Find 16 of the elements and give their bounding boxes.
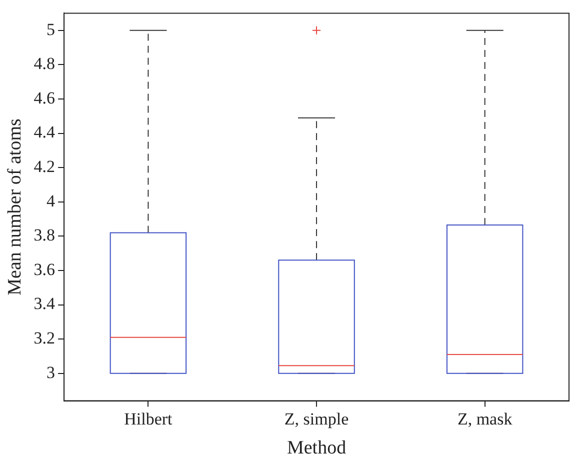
y-tick-label: 4.2 (34, 157, 56, 176)
y-tick-label: 3.8 (34, 226, 56, 245)
x-axis-title: Method (286, 438, 347, 459)
y-tick-label: 3.4 (34, 294, 56, 314)
x-tick-label: Z, simple (284, 409, 349, 428)
y-tick-label: 4.4 (34, 122, 56, 142)
y-tick-label: 3 (46, 362, 56, 382)
y-tick-label: 4.8 (34, 54, 56, 74)
x-tick-label: Hilbert (124, 409, 173, 428)
y-tick-label: 3.2 (34, 328, 56, 348)
x-tick-label: Z, mask (457, 409, 513, 428)
y-tick-label: 4 (46, 191, 56, 210)
y-tick-label: 3.6 (34, 260, 56, 279)
y-axis-title: Mean number of atoms (4, 118, 26, 296)
y-tick-label: 4.6 (34, 88, 56, 108)
y-tick-label: 5 (46, 20, 56, 39)
